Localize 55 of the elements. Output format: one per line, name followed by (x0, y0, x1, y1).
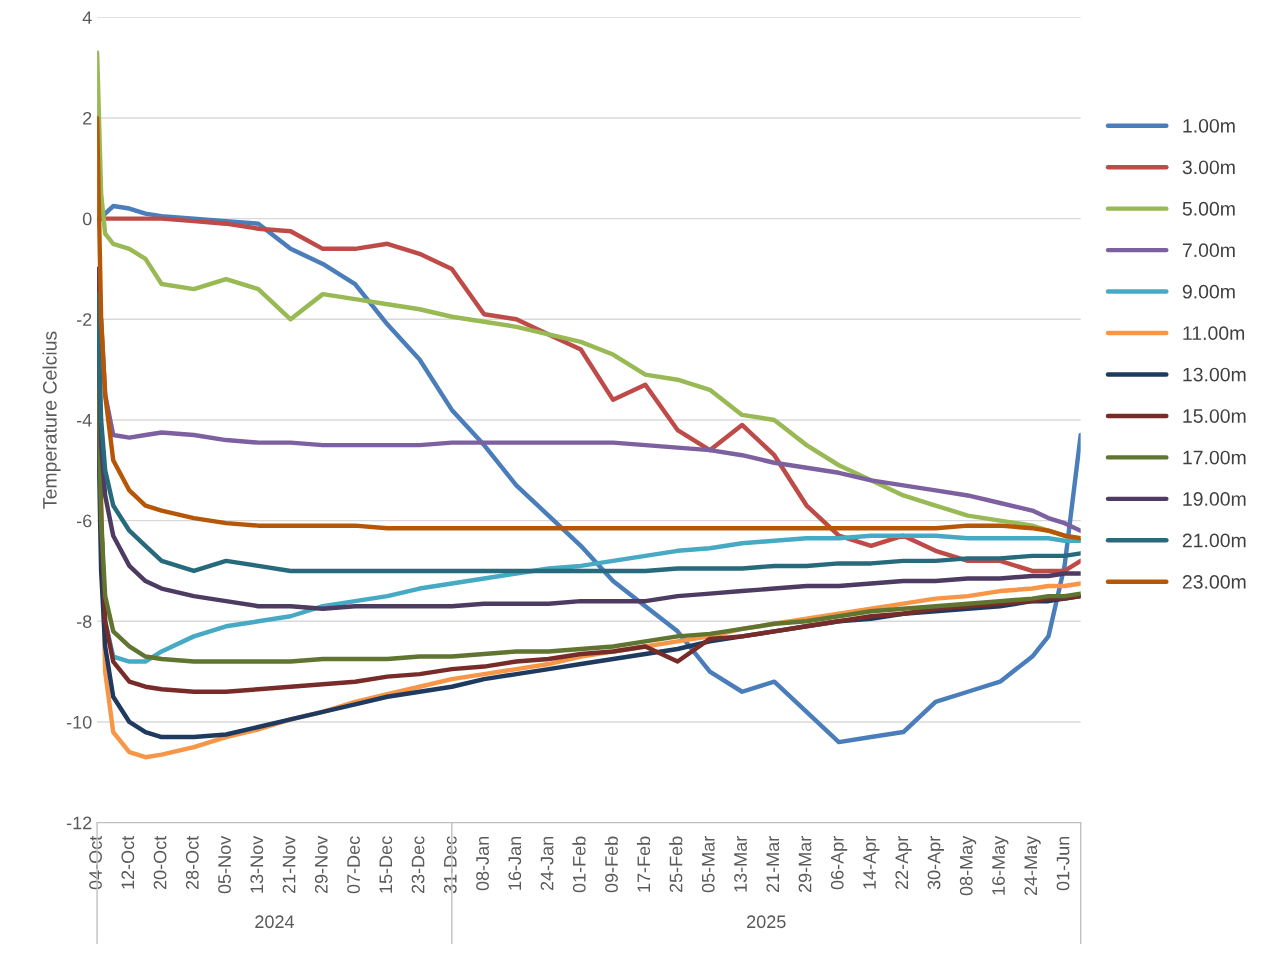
y-tick-label: -12 (66, 816, 92, 830)
y-tick-label: -8 (76, 615, 92, 629)
x-tick-label: 29-Nov (314, 835, 328, 894)
x-tick-label: 24-Jan (540, 836, 554, 891)
x-tick-label: 13-Mar (734, 836, 747, 892)
legend-label: 23.00m (1182, 575, 1246, 589)
x-tick-label: 14-Apr (863, 836, 880, 889)
x-tick-label: 07-Dec (347, 836, 360, 894)
x-tick-label: 16-Jan (508, 836, 522, 890)
x-tick-label: 08-Jan (476, 836, 489, 891)
x-tick-label: 05-Mar (701, 836, 715, 893)
x-tick-label: 30-Apr (927, 836, 944, 890)
x-tick-label: 25-Feb (669, 836, 683, 893)
x-tick-label: 13-Nov (250, 835, 264, 893)
x-tick-label: 29-Mar (798, 836, 812, 893)
legend-label: 9.00m (1182, 284, 1235, 299)
y-tick-label: 0 (82, 212, 92, 226)
y-axis-title: Temperature Celcius (42, 331, 61, 509)
legend-label: 15.00m (1183, 409, 1246, 423)
x-tick-label: 09-Feb (604, 836, 618, 893)
y-tick-label: -10 (66, 715, 92, 729)
text: 2024 (255, 915, 295, 929)
text: 2025 (747, 915, 786, 929)
legend-label: 3.00m (1182, 160, 1235, 175)
legend-label: 19.00m (1183, 492, 1246, 506)
legend-label: 1.00m (1183, 118, 1235, 133)
x-tick-label: 06-Apr (830, 836, 848, 890)
x-tick-label: 01-Feb (572, 836, 586, 893)
x-tick-label: 04-Oct (89, 835, 102, 890)
legend-label: 7.00m (1182, 243, 1235, 258)
x-tick-label: 23-Dec (411, 836, 425, 894)
legend-label: 11.00m (1183, 326, 1245, 341)
x-tick-label: 20-Oct (153, 835, 167, 890)
x-tick-label: 31-Dec (443, 836, 457, 894)
x-tick-label: 15-Dec (379, 836, 393, 893)
legend-label: 13.00m (1183, 367, 1246, 382)
y-tick-label: 2 (83, 111, 92, 125)
legend-label: 17.00m (1183, 450, 1246, 465)
x-tick-label: 05-Nov (218, 835, 231, 894)
x-tick-label: 08-May (959, 835, 977, 896)
y-tick-label: -4 (76, 414, 92, 427)
x-tick-label: 22-Apr (895, 836, 912, 890)
x-tick-label: 24-May (1024, 835, 1041, 896)
y-tick-label: -6 (76, 514, 92, 528)
x-tick-label: 12-Oct (121, 835, 135, 889)
y-tick-label: -2 (76, 313, 92, 326)
x-tick-label: 28-Oct (185, 835, 199, 890)
x-tick-label: 17-Feb (636, 836, 651, 892)
x-tick-label: 16-May (992, 835, 1009, 895)
y-tick-label: 4 (82, 11, 92, 24)
x-tick-label: 21-Mar (766, 836, 780, 893)
x-tick-label: 21-Nov (282, 835, 296, 894)
legend-label: 5.00m (1182, 201, 1235, 216)
x-tick-label: 01-Jun (1056, 836, 1070, 891)
legend-label: 21.00m (1182, 533, 1246, 548)
